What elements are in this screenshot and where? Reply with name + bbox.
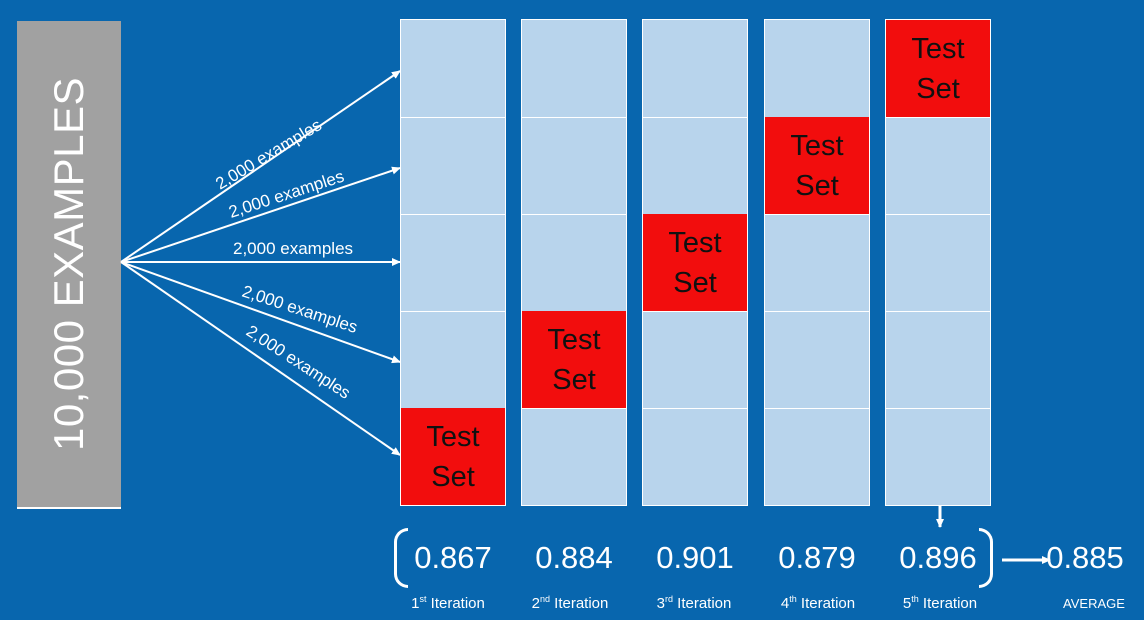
iteration-column-5: Test Set <box>885 19 991 506</box>
iteration-column-3: Test Set <box>642 19 748 506</box>
test-set-cell: Test Set <box>765 117 869 214</box>
fold-cell <box>522 214 626 311</box>
average-label: AVERAGE <box>1063 596 1125 611</box>
fold-cell <box>765 20 869 117</box>
fold-cell <box>765 311 869 408</box>
fold-cell <box>643 117 747 214</box>
iteration-column-2: Test Set <box>521 19 627 506</box>
fold-cell <box>886 117 990 214</box>
score-iteration-3: 0.901 <box>656 540 734 575</box>
fold-cell <box>643 311 747 408</box>
fold-cell <box>522 117 626 214</box>
split-arrow-1 <box>120 70 401 263</box>
fold-cell <box>643 20 747 117</box>
scores-bracket-left <box>394 528 408 588</box>
fold-cell <box>401 20 505 117</box>
fold-cell <box>765 408 869 505</box>
fold-cell <box>401 311 505 408</box>
split-arrow-2 <box>120 166 401 263</box>
score-iteration-2: 0.884 <box>535 540 613 575</box>
split-arrow-5 <box>120 261 401 456</box>
fold-cell <box>522 408 626 505</box>
test-set-cell: Test Set <box>522 311 626 408</box>
iteration-label-5: 5th Iteration <box>902 594 978 612</box>
average-score: 0.885 <box>1046 540 1124 575</box>
fold-cell <box>643 408 747 505</box>
score-iteration-5: 0.896 <box>899 540 977 575</box>
fold-cell <box>886 311 990 408</box>
dataset-block: 10,000 EXAMPLES <box>17 21 121 509</box>
fold-cell <box>765 214 869 311</box>
iteration-column-4: Test Set <box>764 19 870 506</box>
split-label-5: 2,000 examples <box>243 321 354 402</box>
fold-cell <box>401 214 505 311</box>
split-arrow-4 <box>120 261 401 364</box>
iteration-label-3: 3rd Iteration <box>656 594 732 612</box>
iteration-label-4: 4th Iteration <box>780 594 856 612</box>
fold-cell <box>401 117 505 214</box>
test-set-cell: Test Set <box>643 214 747 311</box>
iteration-label-1: 1st Iteration <box>411 594 485 612</box>
split-label-3: 2,000 examples <box>233 239 353 258</box>
fold-cell <box>886 214 990 311</box>
score-iteration-4: 0.879 <box>778 540 856 575</box>
test-set-cell: Test Set <box>401 408 505 505</box>
score-iteration-1: 0.867 <box>414 540 492 575</box>
fold-cell <box>886 408 990 505</box>
iteration-label-2: 2nd Iteration <box>531 594 609 612</box>
test-set-cell: Test Set <box>886 20 990 117</box>
iteration-column-1: Test Set <box>400 19 506 506</box>
fold-cell <box>522 20 626 117</box>
